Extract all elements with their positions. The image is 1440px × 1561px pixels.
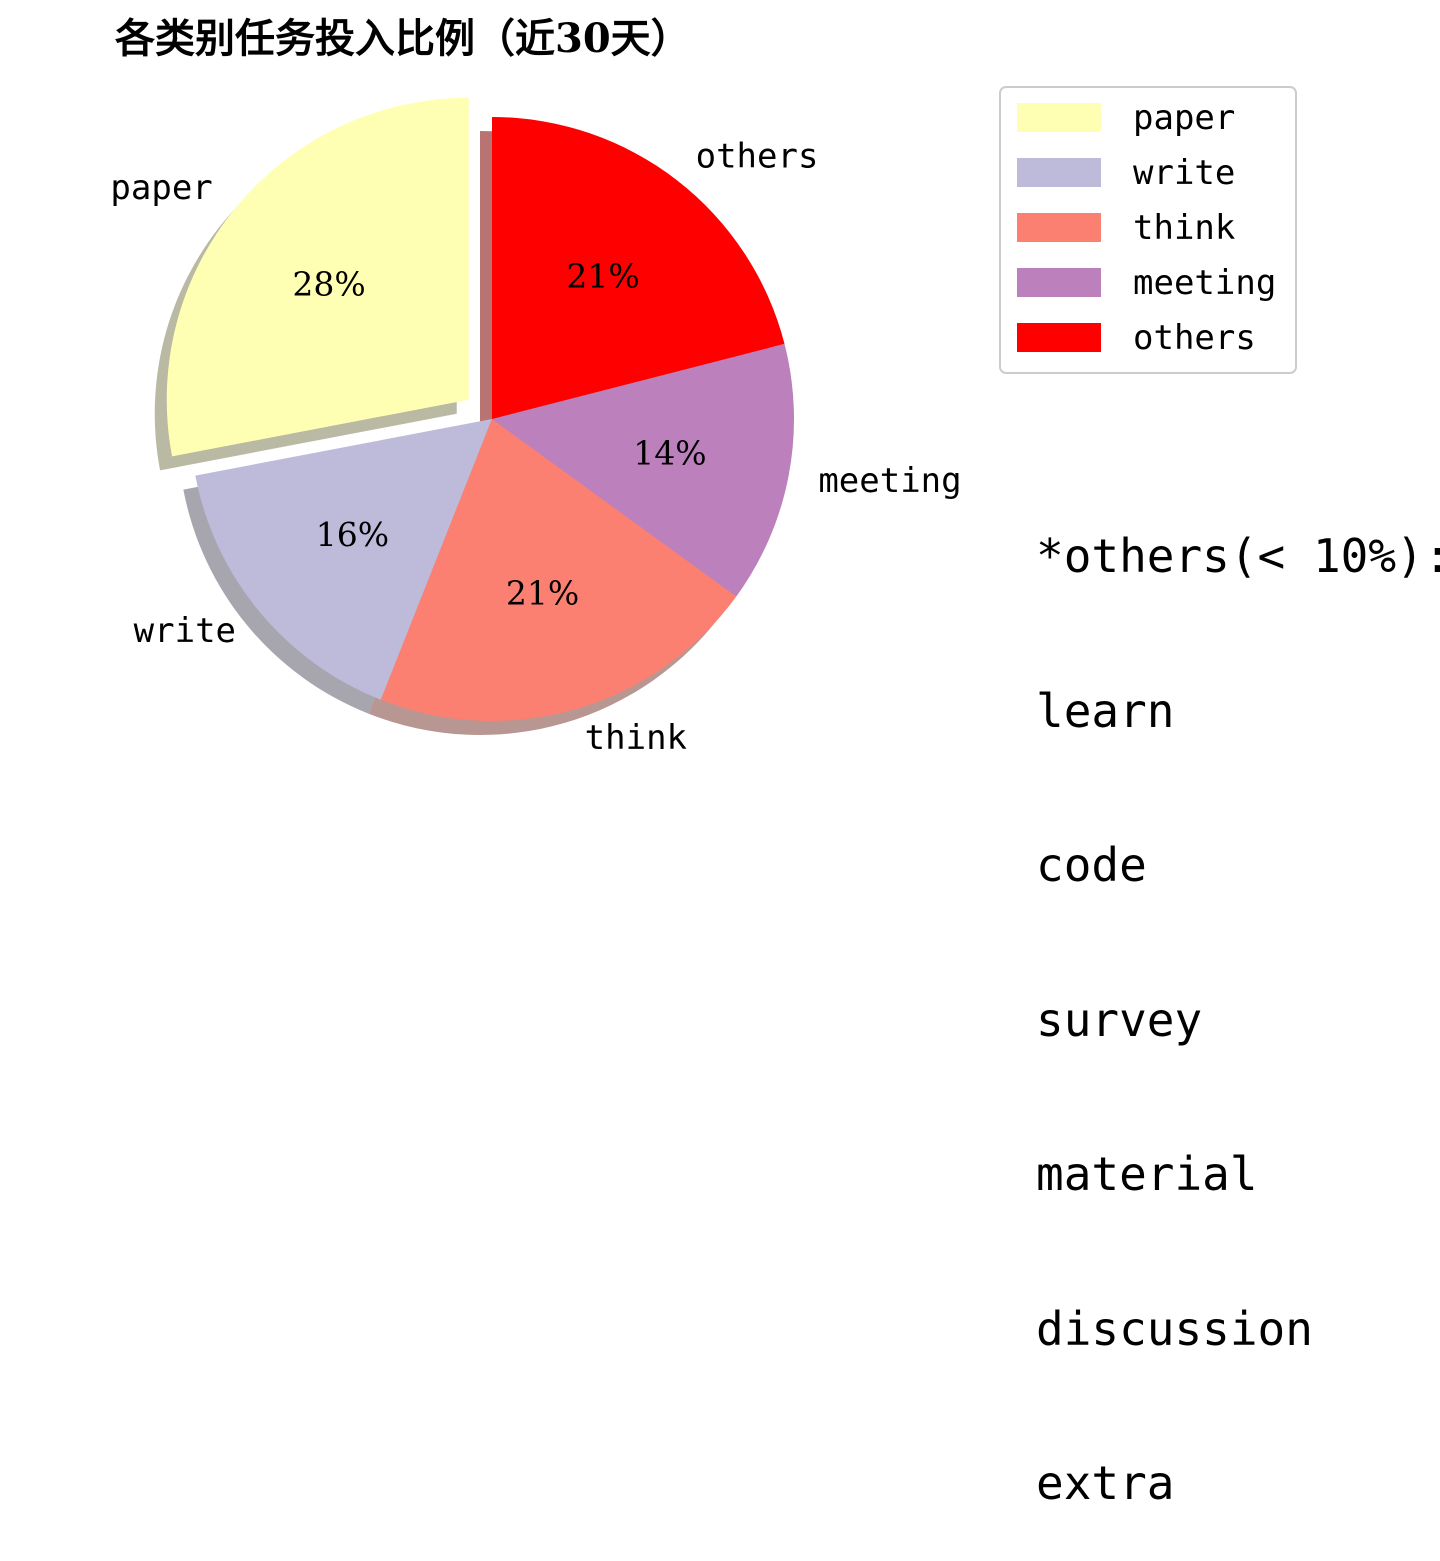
category-label-others: others — [696, 137, 819, 177]
percent-label-think: 21% — [506, 574, 579, 613]
slice-paper — [166, 97, 469, 457]
legend-label-others: others — [1133, 318, 1256, 358]
chart-title: 各类别任务投入比例（近30天） — [115, 15, 691, 62]
pie-slices — [166, 97, 794, 722]
legend-label-paper: paper — [1133, 98, 1235, 138]
legend-swatch-others — [1017, 323, 1101, 352]
percent-label-paper: 28% — [292, 265, 365, 304]
legend-swatch-paper — [1017, 103, 1101, 132]
slice-write — [195, 419, 492, 700]
legend-label-write: write — [1133, 153, 1235, 193]
legend-label-meeting: meeting — [1133, 263, 1276, 303]
category-label-think: think — [585, 718, 687, 758]
category-label-meeting: meeting — [818, 461, 961, 501]
others-note: *others(< 10%): learn code survey materi… — [1036, 428, 1440, 1561]
category-label-write: write — [134, 611, 236, 651]
slice-meeting — [492, 343, 794, 597]
legend-label-think: think — [1133, 208, 1235, 248]
pie-chart: 各类别任务投入比例（近30天） 28% 16% 21% 14% 21% paper wri… — [110, 15, 1297, 758]
percent-label-meeting: 14% — [633, 433, 706, 472]
legend-swatch-think — [1017, 213, 1101, 242]
percent-label-write: 16% — [316, 515, 389, 554]
slice-others — [492, 117, 785, 419]
others-note-item-discussion: discussion — [1036, 1301, 1313, 1356]
category-label-paper: paper — [110, 168, 212, 208]
others-note-item-survey: survey — [1036, 992, 1203, 1047]
others-note-item-learn: learn — [1036, 683, 1175, 738]
others-note-item-code: code — [1036, 838, 1147, 892]
category-labels: paper write think meeting others — [110, 137, 961, 758]
others-note-header: *others(< 10%): — [1036, 529, 1440, 583]
legend: paper write think meeting others — [999, 86, 1297, 374]
legend-swatch-meeting — [1017, 268, 1101, 297]
percent-labels: 28% 16% 21% 14% 21% — [292, 256, 706, 612]
others-note-item-extra: extra — [1036, 1456, 1175, 1510]
percent-label-others: 21% — [566, 256, 639, 295]
legend-swatch-write — [1017, 158, 1101, 187]
others-note-item-material: material — [1036, 1147, 1258, 1201]
slice-think — [380, 419, 737, 722]
